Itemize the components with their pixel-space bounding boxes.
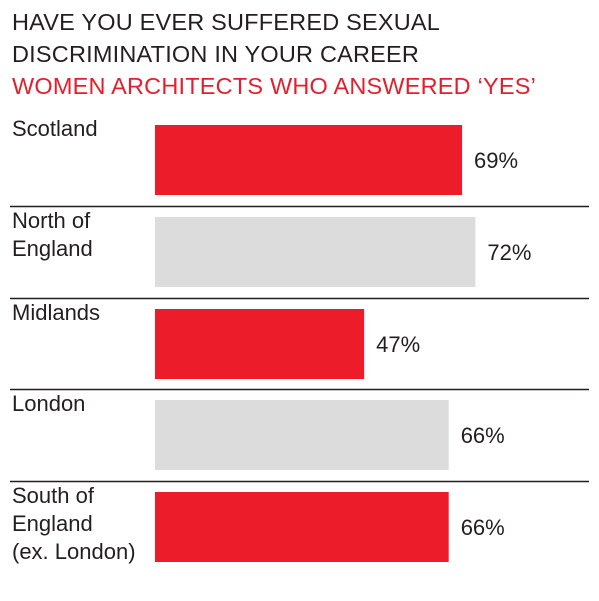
category-label-line: Midlands (12, 300, 100, 325)
chart-rows: Scotland 69% North of England 72% Midlands 47%… (10, 116, 589, 564)
chart-row: North of England 72% (10, 205, 589, 287)
value-label: 66% (461, 515, 505, 540)
chart-row: Scotland 69% (12, 116, 518, 195)
value-label: 72% (487, 240, 531, 265)
category-label-line: (ex. London) (12, 539, 136, 564)
category-label-line: England (12, 236, 93, 261)
chart-title: HAVE YOU EVER SUFFERED SEXUAL DISCRIMINA… (12, 6, 592, 102)
title-line-1: HAVE YOU EVER SUFFERED SEXUAL (12, 9, 441, 35)
category-label-line: South of (12, 483, 95, 508)
value-label: 66% (461, 423, 505, 448)
category-label: North of England (12, 208, 93, 261)
category-label: Midlands (12, 300, 100, 325)
category-label-line: North of (12, 208, 91, 233)
title-line-2: DISCRIMINATION IN YOUR CAREER (12, 41, 420, 67)
bar (155, 217, 476, 287)
chart-row: Midlands 47% (10, 297, 589, 379)
value-label: 69% (474, 148, 518, 173)
category-label: London (12, 391, 85, 416)
bar (155, 492, 449, 562)
category-label: Scotland (12, 116, 98, 141)
bar (155, 400, 449, 470)
chart-row: London 66% (10, 388, 589, 470)
chart-row: South of England (ex. London) 66% (10, 480, 589, 564)
category-label-line: Scotland (12, 116, 98, 141)
value-label: 47% (376, 332, 420, 357)
chart-subtitle: WOMEN ARCHITECTS WHO ANSWERED ‘YES’ (12, 73, 537, 99)
bar (155, 309, 365, 379)
category-label-line: London (12, 391, 85, 416)
bar (155, 125, 463, 195)
category-label-line: England (12, 511, 93, 536)
category-label: South of England (ex. London) (12, 483, 136, 564)
